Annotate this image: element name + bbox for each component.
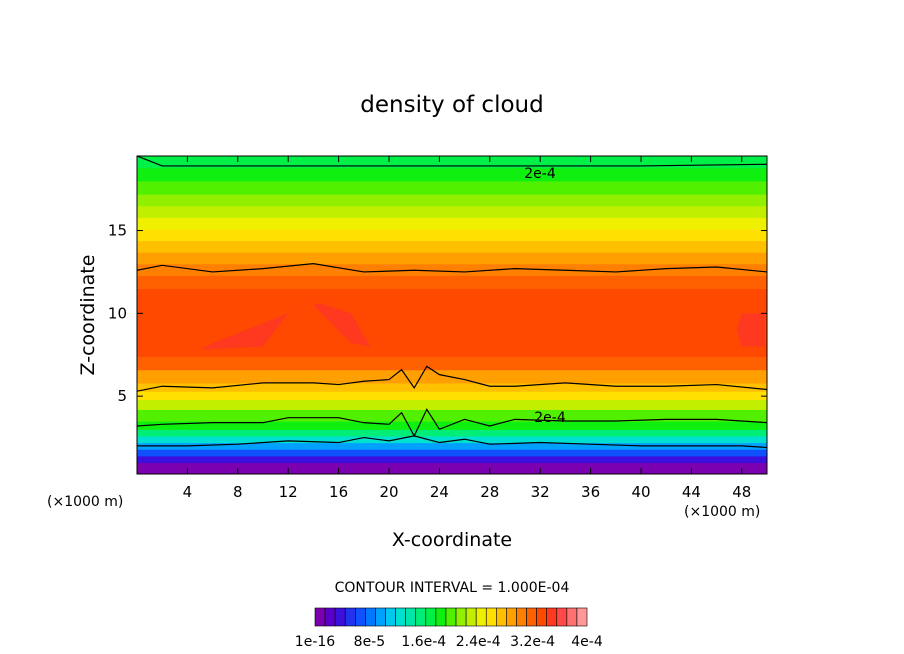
y-axis-label: Z-coordinate — [77, 255, 99, 376]
colorbar-swatch — [344, 607, 356, 627]
plot-frame — [136, 155, 768, 475]
band-9 — [137, 391, 767, 401]
band-5 — [137, 429, 767, 437]
colorbar-swatch — [455, 607, 467, 627]
colorbar-swatch — [425, 607, 437, 627]
x-tick-label: 16 — [329, 483, 348, 501]
colorbar-label: 1e-16 — [295, 634, 335, 650]
colorbar-swatch — [324, 607, 336, 627]
colorbar-label: 1.6e-4 — [401, 634, 446, 650]
colorbar-swatch — [496, 607, 507, 627]
y-tick-label: 15 — [108, 222, 127, 240]
y-tick-label: 5 — [117, 387, 127, 405]
band-2 — [137, 449, 767, 457]
x-unit-left: (×1000 m) — [47, 494, 123, 510]
contour-label-low: 2e-4 — [534, 410, 566, 426]
x-tick-label: 40 — [631, 483, 650, 501]
colorbar — [314, 607, 588, 627]
band-8 — [137, 399, 767, 411]
colorbar-swatch — [526, 607, 537, 627]
x-tick-label: 32 — [531, 483, 550, 501]
colorbar-swatch — [556, 607, 568, 627]
colorbar-swatch — [576, 607, 588, 627]
x-tick-label: 36 — [581, 483, 600, 501]
x-tick-label: 28 — [480, 483, 499, 501]
contour-line-1 — [137, 263, 767, 273]
chart-title: density of cloud — [360, 92, 543, 118]
contour-line-4 — [137, 435, 767, 449]
colorbar-swatch — [405, 607, 417, 627]
colorbar-swatch — [415, 607, 427, 627]
band-1 — [137, 455, 767, 464]
band-24 — [137, 156, 767, 169]
x-tick-label: 48 — [732, 483, 751, 501]
peak-region-1 — [313, 303, 371, 347]
colorbar-swatch — [435, 607, 447, 627]
band-4 — [137, 435, 767, 444]
colorbar-swatch — [314, 607, 326, 627]
x-tick-label: 12 — [279, 483, 298, 501]
colorbar-swatch — [506, 607, 517, 627]
contour-label-top: 2e-4 — [524, 166, 556, 182]
band-16 — [137, 252, 767, 265]
colorbar-swatch — [485, 607, 497, 627]
colorbar-swatch — [445, 607, 457, 627]
contour-interval-text: CONTOUR INTERVAL = 1.000E-04 — [335, 580, 570, 596]
colorbar-label: 8e-5 — [354, 634, 385, 650]
colorbar-labels: 1e-16 8e-5 1.6e-4 2.4e-4 3.2e-4 4e-4 — [295, 634, 603, 650]
x-tick-label: 24 — [430, 483, 449, 501]
band-20 — [137, 205, 767, 218]
colorbar-swatch — [375, 607, 386, 627]
x-unit-right: (×1000 m) — [684, 504, 760, 520]
colorbar-label: 4e-4 — [571, 634, 603, 650]
band-14 — [137, 275, 767, 290]
band-22 — [137, 180, 767, 195]
band-17 — [137, 240, 767, 253]
colorbar-swatch — [365, 607, 376, 627]
band-0 — [137, 462, 767, 474]
x-tick-label: 8 — [233, 483, 243, 501]
colorbar-swatch — [334, 607, 346, 627]
peak-region-2 — [736, 313, 765, 347]
colorbar-label: 3.2e-4 — [510, 634, 555, 650]
colorbar-swatch — [465, 607, 477, 627]
band-23 — [137, 167, 767, 182]
band-3 — [137, 442, 767, 450]
colorbar-swatch — [475, 607, 487, 627]
x-axis-label: X-coordinate — [392, 529, 512, 551]
colorbar-swatch — [354, 607, 366, 627]
band-6 — [137, 421, 767, 430]
band-19 — [137, 217, 767, 230]
band-21 — [137, 194, 767, 207]
band-7 — [137, 409, 767, 422]
x-tick-label: 44 — [682, 483, 701, 501]
contour-line-0 — [137, 156, 767, 167]
band-12 — [137, 356, 767, 371]
colorbar-swatch — [566, 607, 578, 627]
colorbar-swatch — [395, 607, 406, 627]
y-tick-label: 10 — [108, 304, 127, 322]
colorbar-swatch — [385, 607, 396, 627]
contour-lines — [137, 156, 767, 449]
colorbar-swatch — [516, 607, 527, 627]
plot-area — [137, 156, 767, 474]
band-10 — [137, 382, 767, 392]
colorbar-label: 2.4e-4 — [456, 634, 501, 650]
colorbar-swatch — [546, 607, 558, 627]
contour-line-2 — [137, 365, 767, 392]
band-18 — [137, 228, 767, 242]
peak-region-0 — [200, 303, 314, 350]
colorbar-swatch — [536, 607, 548, 627]
x-tick-label: 4 — [183, 483, 193, 501]
x-tick-label: 20 — [379, 483, 398, 501]
band-15 — [137, 263, 767, 276]
contour-line-3 — [137, 408, 767, 438]
